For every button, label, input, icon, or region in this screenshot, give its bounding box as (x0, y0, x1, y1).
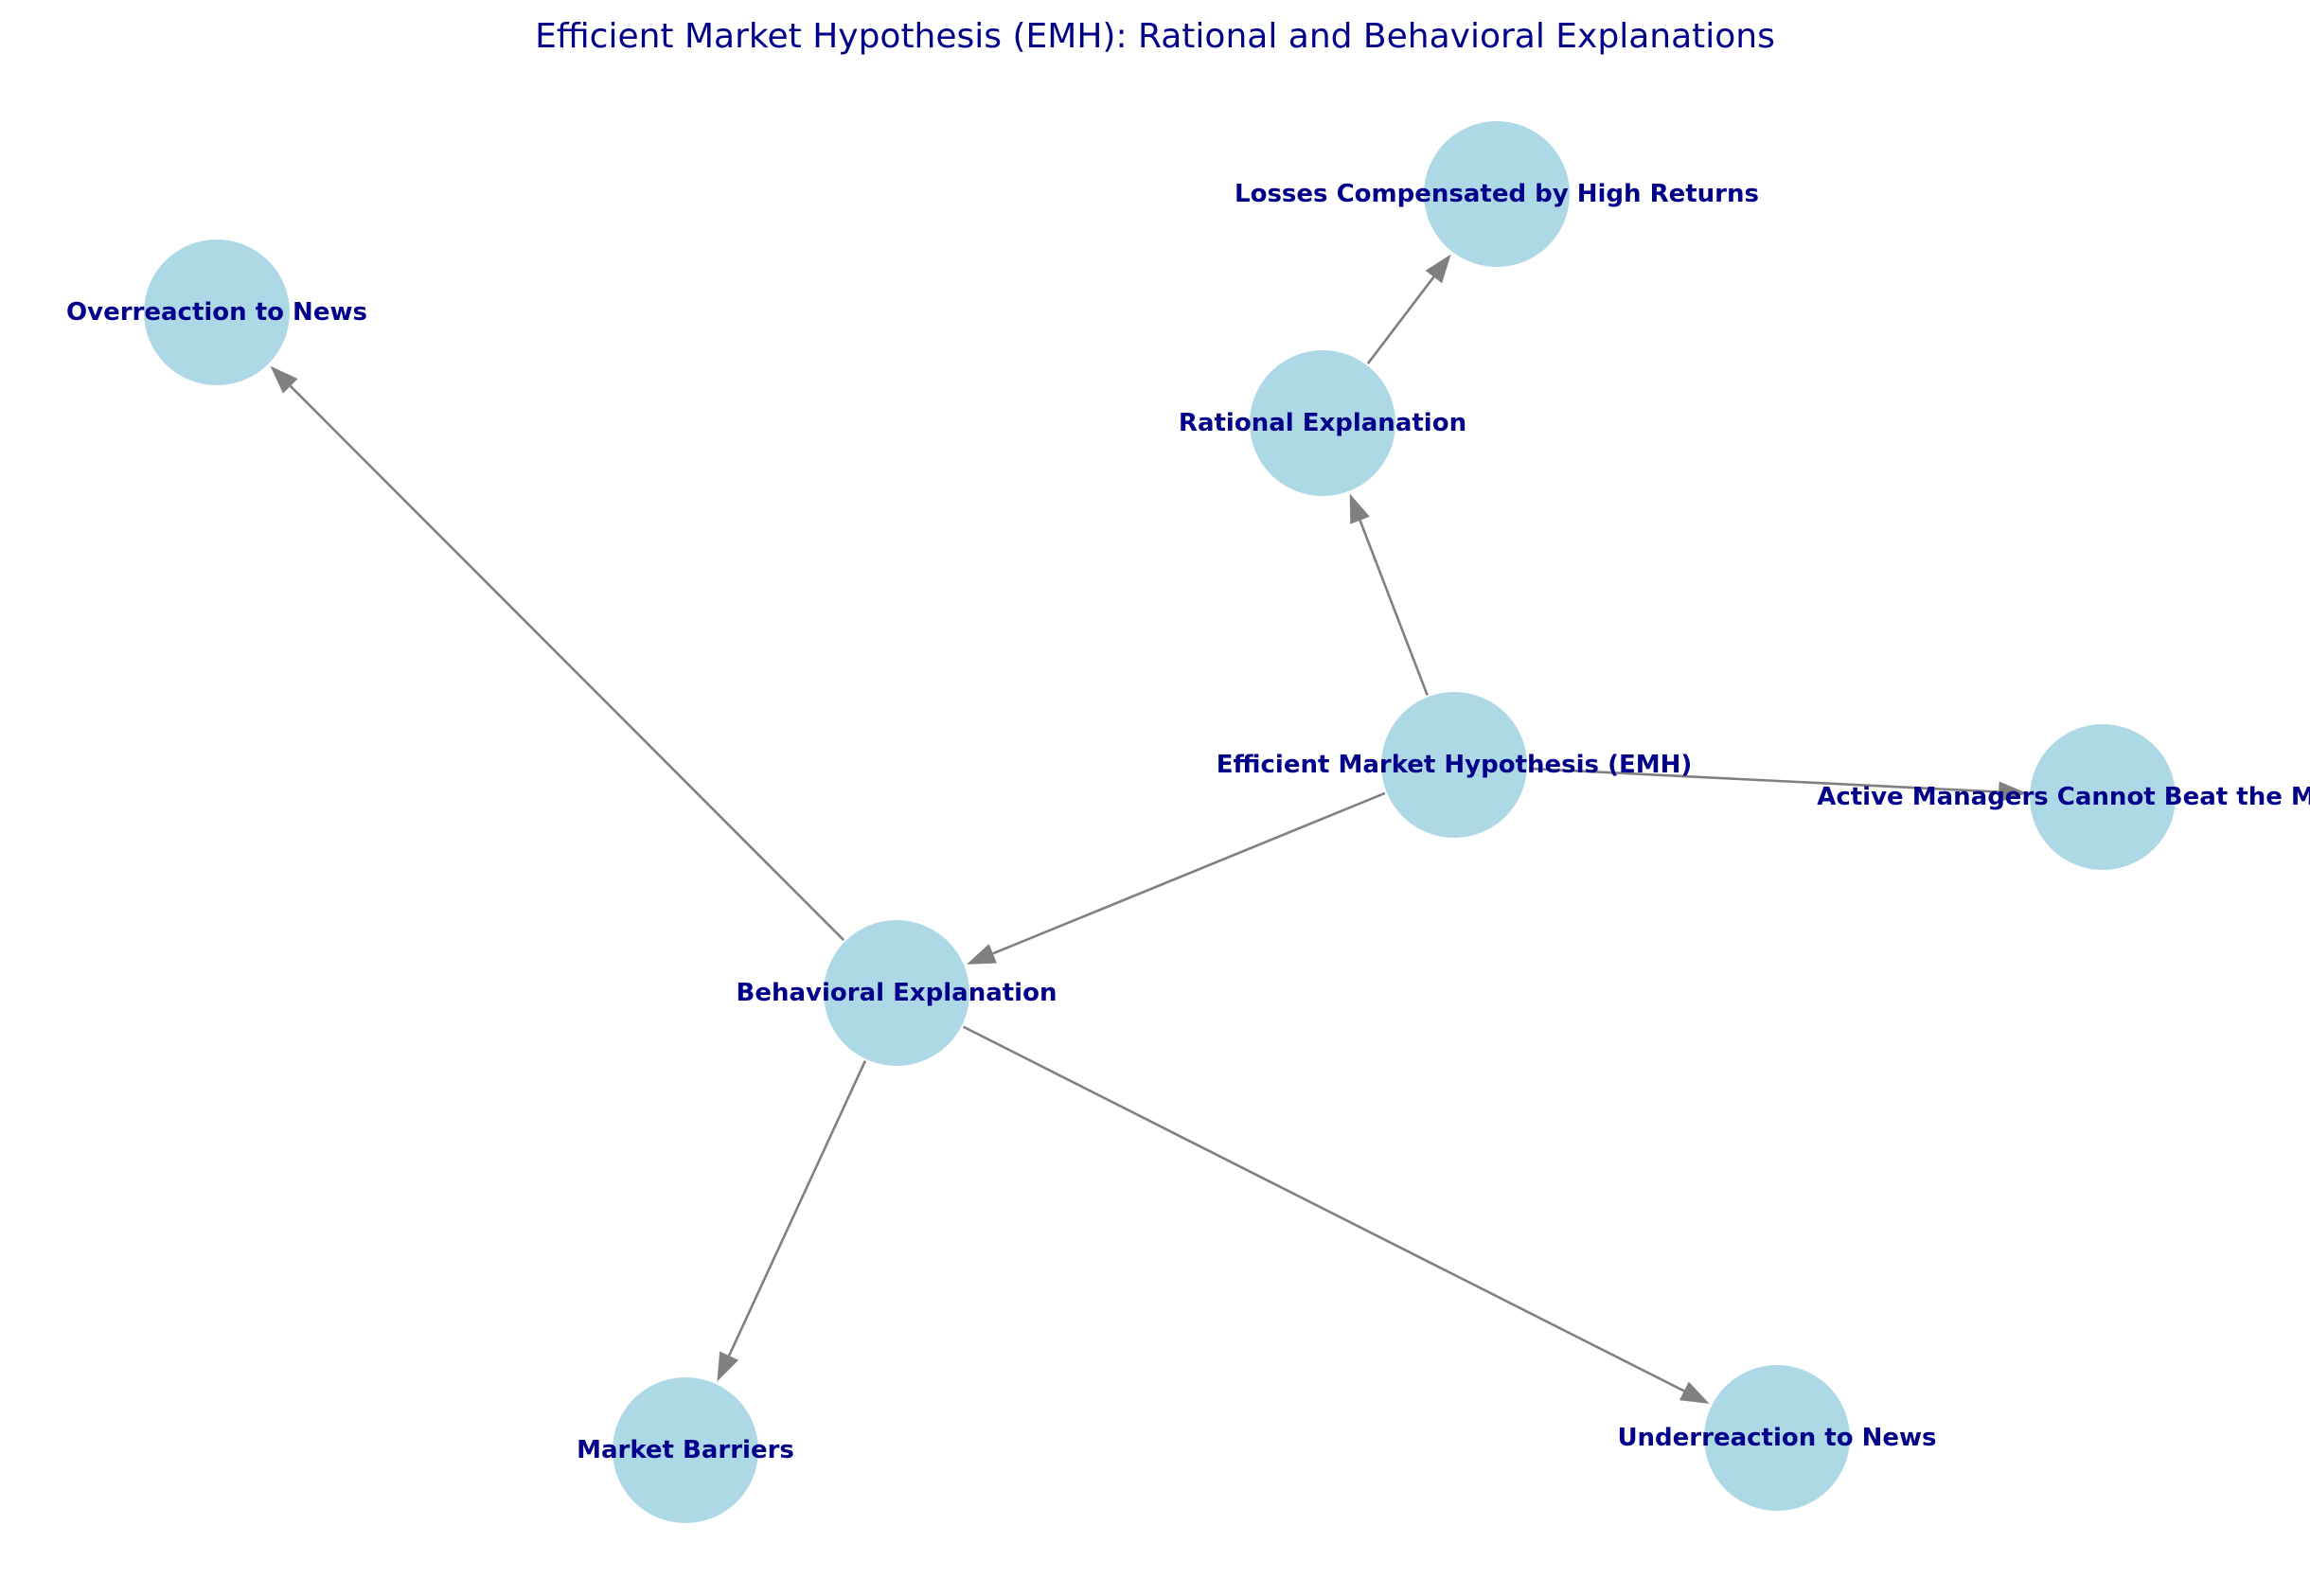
edge-emh-to-rational (1349, 493, 1429, 696)
arrowhead-icon (967, 944, 997, 965)
edge-line (1359, 520, 1429, 696)
nodes-layer (144, 121, 2176, 1523)
node-label-behavioral: Behavioral Explanation (737, 979, 1057, 1007)
edge-emh-to-active (1528, 767, 2028, 803)
edge-behavioral-to-underreaction (962, 1025, 1710, 1404)
node-label-barriers: Market Barriers (577, 1436, 794, 1464)
diagram-title: Efficient Market Hypothesis (EMH): Ratio… (535, 17, 1775, 56)
edge-line (1366, 275, 1435, 364)
node-emh (1381, 692, 1527, 838)
arrowhead-icon (1998, 781, 2028, 803)
node-overreaction (144, 239, 290, 385)
arrowhead-icon (1349, 493, 1370, 524)
node-label-active: Active Managers Cannot Beat the Market (1817, 783, 2310, 811)
edge-line (1528, 767, 1999, 793)
edges-layer (270, 254, 2028, 1404)
node-underreaction (1704, 1365, 1850, 1511)
node-label-emh: Efficient Market Hypothesis (EMH) (1217, 751, 1692, 779)
edge-emh-to-behavioral (967, 791, 1386, 965)
edge-rational-to-losses (1366, 254, 1451, 364)
arrowhead-icon (270, 365, 298, 394)
node-active (2030, 724, 2176, 870)
node-label-losses: Losses Compensated by High Returns (1235, 180, 1759, 208)
edge-behavioral-to-overreaction (270, 365, 845, 942)
node-rational (1250, 350, 1395, 496)
node-barriers (613, 1377, 758, 1523)
node-label-overreaction: Overreaction to News (66, 298, 367, 327)
edge-line (962, 1025, 1685, 1392)
node-label-underreaction: Underreaction to News (1617, 1424, 1936, 1452)
edge-line (992, 791, 1386, 955)
edge-line (727, 1060, 867, 1357)
labels-layer: Efficient Market Hypothesis (EMH) Rationa… (66, 180, 2310, 1464)
arrowhead-icon (717, 1351, 739, 1382)
edge-behavioral-to-barriers (717, 1060, 867, 1382)
node-label-rational: Rational Explanation (1179, 409, 1466, 437)
arrowhead-icon (1425, 254, 1451, 284)
arrowhead-icon (1679, 1381, 1710, 1404)
node-losses (1424, 121, 1570, 267)
node-behavioral (824, 920, 969, 1066)
edge-line (289, 384, 845, 942)
